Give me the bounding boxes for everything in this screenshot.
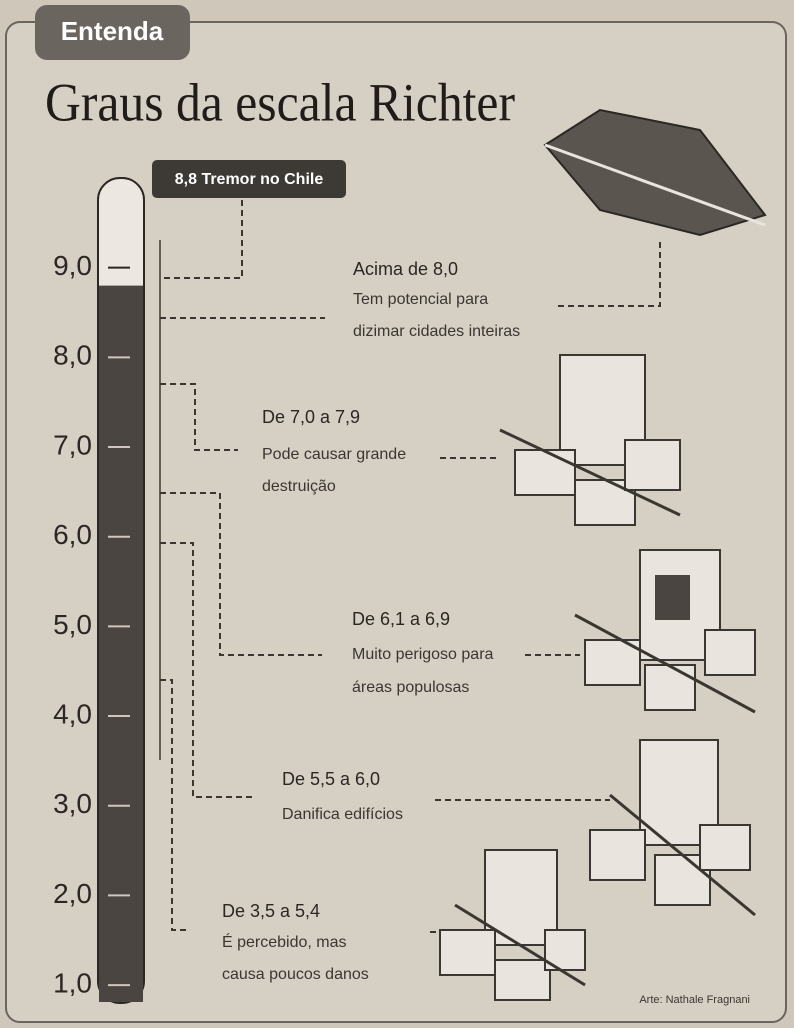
scale-label: 4,0 bbox=[53, 698, 92, 729]
level-description: destruição bbox=[262, 478, 336, 495]
scale-label: 2,0 bbox=[53, 878, 92, 909]
level-description: É percebido, mas bbox=[222, 932, 347, 951]
scale-label: 6,0 bbox=[53, 519, 92, 550]
level-range: De 3,5 a 5,4 bbox=[222, 901, 320, 921]
level-description: Muito perigoso para bbox=[352, 646, 494, 663]
level-description: causa poucos danos bbox=[222, 966, 369, 983]
tag: Entenda bbox=[61, 16, 164, 46]
level-description: dizimar cidades inteiras bbox=[353, 323, 520, 340]
infographic: Entenda Graus da escala Richter 9,0 8,0 7,… bbox=[0, 0, 794, 1028]
level-range: Acima de 8,0 bbox=[353, 259, 458, 279]
marker-label: 8,8 Tremor no Chile bbox=[175, 171, 324, 188]
level-description: Danifica edifícios bbox=[282, 806, 403, 823]
scale-label: 1,0 bbox=[53, 967, 92, 998]
level-description: Tem potencial para bbox=[353, 291, 488, 308]
scale-label: 3,0 bbox=[53, 788, 92, 819]
level-description: áreas populosas bbox=[352, 679, 469, 696]
level-range: De 7,0 a 7,9 bbox=[262, 407, 360, 427]
level-range: De 5,5 a 6,0 bbox=[282, 769, 380, 789]
scale-label: 7,0 bbox=[53, 429, 92, 460]
level-description: Pode causar grande bbox=[262, 446, 406, 463]
scale-label: 8,0 bbox=[53, 340, 92, 371]
scale-label: 9,0 bbox=[53, 250, 92, 281]
title: Graus da escala Richter bbox=[45, 72, 515, 132]
scale-label: 5,0 bbox=[53, 609, 92, 640]
credit: Arte: Nathale Fragnani bbox=[639, 994, 750, 1006]
level-range: De 6,1 a 6,9 bbox=[352, 609, 450, 629]
